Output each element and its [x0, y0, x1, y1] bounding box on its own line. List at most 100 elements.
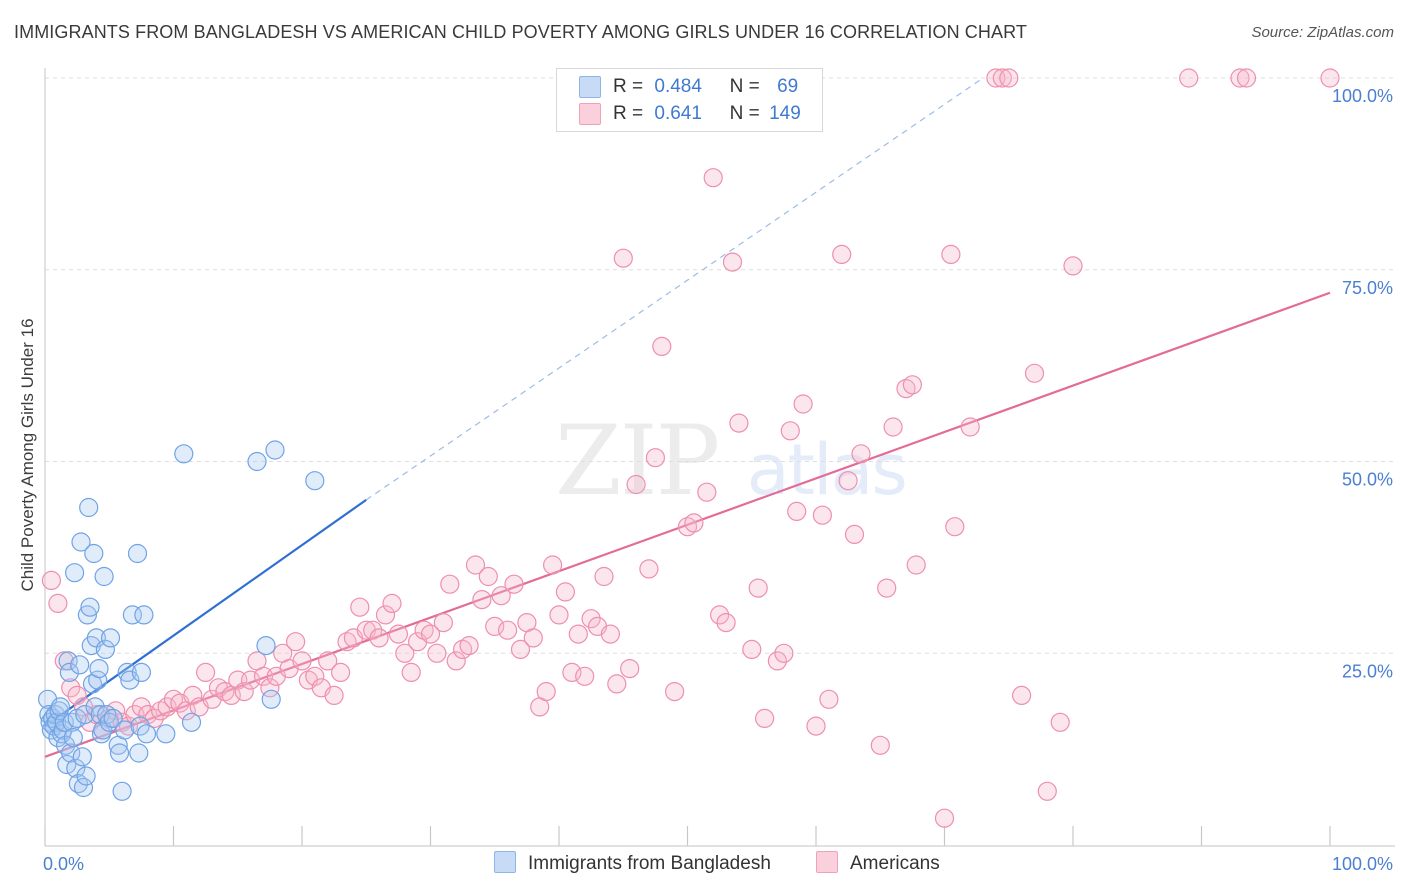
data-point-americans [697, 482, 717, 502]
trend-lines [44, 77, 1331, 758]
data-point-americans [375, 605, 396, 625]
data-point-americans [562, 662, 582, 683]
data-point-bangladesh [73, 777, 94, 798]
data-point-americans [754, 708, 775, 729]
data-point-americans [607, 674, 627, 694]
data-point-bangladesh [75, 704, 95, 725]
data-point-bangladesh [115, 720, 135, 740]
data-point-americans [504, 574, 524, 594]
data-point-bangladesh [54, 712, 74, 732]
data-point-americans [999, 68, 1019, 88]
y-tick-label: 100.0% [1332, 86, 1393, 106]
data-point-americans [870, 735, 890, 755]
data-point-americans [324, 685, 344, 706]
legend-swatch-bangladesh [579, 76, 601, 98]
data-point-bangladesh [64, 563, 85, 583]
data-point-americans [742, 639, 762, 660]
data-point-bangladesh [261, 689, 281, 709]
data-point-bangladesh [63, 727, 83, 748]
data-point-americans [767, 651, 788, 671]
data-point-bangladesh [77, 605, 98, 625]
data-point-bangladesh [95, 639, 116, 660]
data-point-bangladesh [136, 724, 157, 744]
data-point-americans [639, 559, 659, 579]
legend-n-value: 69 [777, 76, 799, 98]
data-point-bangladesh [256, 635, 276, 656]
data-point-americans [945, 517, 965, 537]
tick-labels: 25.0% 50.0% 75.0% 100.0% 0.0% 100.0% [43, 86, 1393, 874]
data-point-bangladesh [305, 471, 325, 491]
data-point-americans [549, 605, 569, 625]
data-point-bangladesh [265, 440, 285, 460]
data-point-americans [196, 662, 216, 683]
bottom-legend-swatch-americans [816, 851, 838, 873]
data-point-bangladesh [117, 662, 137, 683]
data-point-americans [446, 651, 466, 671]
correlation-legend: R = 0.484 N = 69 R = 0.641 N = 149 [556, 68, 823, 132]
grid [45, 77, 1395, 654]
data-point-americans [48, 593, 68, 614]
legend-r-value: 0.641 [654, 103, 702, 125]
data-point-bangladesh [80, 597, 100, 617]
data-point-americans [350, 597, 370, 617]
data-point-americans [1063, 256, 1083, 276]
legend-swatch-americans [579, 103, 601, 125]
legend-n-value: 149 [769, 103, 801, 125]
data-point-americans [716, 612, 736, 633]
data-point-americans [1024, 363, 1045, 383]
data-point-americans [1320, 68, 1340, 88]
data-point-bangladesh [130, 716, 150, 736]
data-point-bangladesh [131, 662, 151, 683]
data-point-bangladesh [120, 670, 140, 690]
y-axis-label: Child Poverty Among Girls Under 16 [18, 318, 37, 591]
data-point-americans [877, 578, 897, 598]
data-point-bangladesh [89, 658, 109, 679]
data-point-bangladesh [70, 655, 90, 675]
data-point-americans [902, 375, 923, 395]
data-point-americans [992, 68, 1012, 88]
data-point-americans [793, 394, 813, 414]
watermark-atlas: atlas [746, 429, 908, 511]
data-point-bangladesh [181, 712, 202, 732]
data-point-americans [575, 666, 595, 686]
data-point-americans [906, 555, 926, 575]
data-point-americans [472, 589, 492, 610]
data-point-americans [838, 471, 858, 491]
data-point-bangladesh [61, 743, 81, 763]
data-point-americans [703, 168, 723, 188]
data-point-bangladesh [156, 724, 176, 744]
data-point-americans [851, 444, 871, 464]
data-point-bangladesh [71, 532, 91, 552]
data-point-bangladesh [72, 747, 92, 767]
data-point-americans [542, 555, 563, 575]
data-point-bangladesh [247, 451, 267, 472]
data-point-americans [883, 417, 903, 437]
data-point-bangladesh [129, 743, 149, 763]
data-point-americans [1037, 781, 1057, 801]
data-point-bangladesh [59, 662, 80, 683]
legend-row-americans: R = 0.641 N = 149 [579, 103, 801, 127]
data-point-americans [523, 628, 543, 648]
data-point-americans [305, 666, 325, 686]
data-point-americans [318, 651, 338, 671]
data-point-americans [806, 716, 826, 736]
data-point-americans [420, 624, 441, 644]
data-point-americans [729, 413, 749, 433]
data-point-americans [568, 624, 588, 644]
data-point-americans [157, 697, 177, 717]
data-point-bangladesh [134, 605, 154, 625]
data-point-americans [183, 685, 203, 706]
trend-line-extension-0 [365, 77, 984, 501]
data-point-americans [234, 681, 254, 702]
data-point-americans [709, 605, 730, 625]
data-point-americans [440, 574, 460, 594]
data-point-americans [388, 624, 408, 644]
data-point-americans [620, 658, 640, 679]
data-point-americans [748, 578, 768, 598]
data-point-americans [369, 628, 389, 648]
data-point-americans [613, 248, 633, 268]
data-point-bangladesh [66, 758, 86, 778]
bottom-legend-label-americans: Americans [850, 853, 940, 874]
data-point-americans [331, 662, 351, 683]
